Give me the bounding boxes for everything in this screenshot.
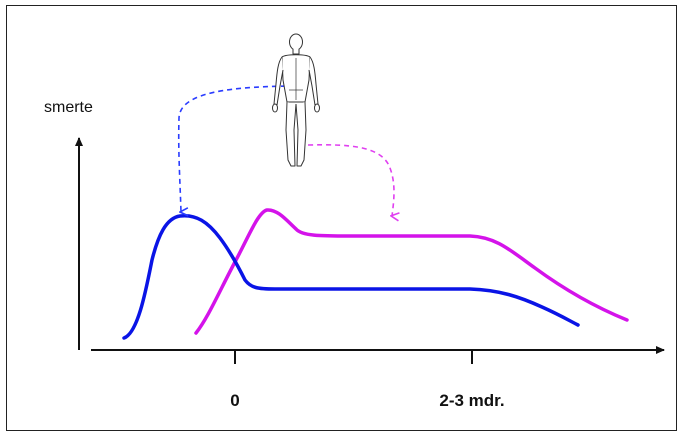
diagram-frame <box>6 5 677 431</box>
blue-dashed-arrow <box>177 85 305 212</box>
magenta-dashed-arrow <box>307 144 394 216</box>
human-body-back-view-icon <box>272 33 320 167</box>
magenta-pain-curve <box>194 208 629 335</box>
x-tick-label-2-3-mdr: 2-3 mdr. <box>439 391 504 410</box>
x-tick-label-0: 0 <box>230 391 239 410</box>
blue-pain-curve <box>122 213 580 340</box>
y-axis-label: smerte <box>44 99 93 116</box>
